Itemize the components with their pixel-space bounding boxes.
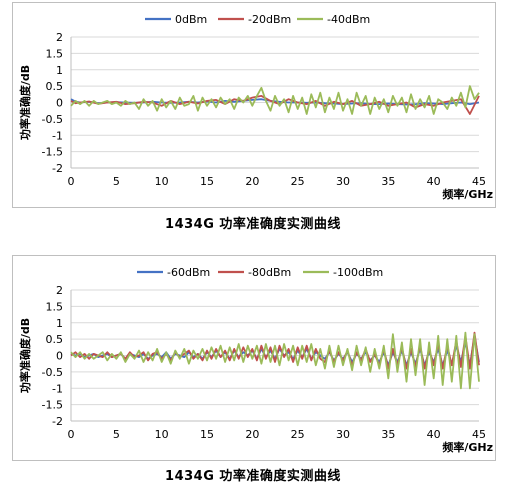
x-tick-label: 0 bbox=[68, 428, 75, 441]
series-line-2 bbox=[70, 331, 480, 370]
x-tick-label: 35 bbox=[381, 175, 395, 188]
x-axis-label: 频率/GHz bbox=[442, 187, 493, 201]
chart-frame-2: 2 1.5 1 0.5 0 -0.5 -1 -1.5 -2 0 5 10 15 20 25 30 35 40 45 频… bbox=[12, 255, 496, 461]
x-tick-label: 40 bbox=[427, 428, 441, 441]
y-tick-label: -1.5 bbox=[42, 146, 63, 159]
y-tick-label: -1 bbox=[52, 382, 63, 395]
y-tick-label: 2 bbox=[56, 31, 63, 44]
x-tick-label: 40 bbox=[427, 175, 441, 188]
chart-svg-2: 2 1.5 1 0.5 0 -0.5 -1 -1.5 -2 0 5 10 15 20 25 30 35 40 45频… bbox=[18, 266, 493, 454]
chart-frame-1: 2 1.5 1 0.5 0 -0.5 -1 -1.5 -2 0 5 10 15 20 25 30 35 40 45 频… bbox=[12, 2, 496, 208]
legend-label-1: 0dBm bbox=[175, 13, 207, 26]
legend-label-3: -40dBm bbox=[327, 13, 370, 26]
x-tick-label: 10 bbox=[155, 428, 169, 441]
y-tick-label: 2 bbox=[56, 284, 63, 297]
x-tick-label: 25 bbox=[291, 175, 305, 188]
y-tick-label: 0.5 bbox=[46, 80, 64, 93]
x-tick-label: 30 bbox=[336, 428, 350, 441]
x-tick-label: 45 bbox=[472, 428, 486, 441]
y-axis-label: 功率准确度/dB bbox=[18, 318, 32, 393]
x-tick-label: 20 bbox=[245, 428, 259, 441]
x-tick-label: 15 bbox=[200, 175, 214, 188]
x-tick-label: 30 bbox=[336, 175, 350, 188]
series-line-3 bbox=[70, 331, 480, 390]
y-axis-label: 功率准确度/dB bbox=[18, 65, 32, 140]
legend-label-1: -60dBm bbox=[167, 266, 210, 279]
y-tick-label: -1 bbox=[52, 129, 63, 142]
x-tick-label: 25 bbox=[291, 428, 305, 441]
legend-label-3: -100dBm bbox=[333, 266, 383, 279]
x-tick-label: 35 bbox=[381, 428, 395, 441]
y-tick-label: 1 bbox=[56, 317, 63, 330]
chart-caption-1: 1434G 功率准确度实测曲线 bbox=[165, 217, 341, 232]
y-tick-label: -0.5 bbox=[42, 113, 63, 126]
y-tick-label: -2 bbox=[52, 162, 63, 175]
x-tick-label: 10 bbox=[155, 175, 169, 188]
x-tick-label: 45 bbox=[472, 175, 486, 188]
y-tick-label: -1.5 bbox=[42, 399, 63, 412]
x-tick-label: 15 bbox=[200, 428, 214, 441]
y-tick-label: 1.5 bbox=[46, 300, 64, 313]
x-tick-label: 5 bbox=[113, 428, 120, 441]
chart-caption-2: 1434G 功率准确度实测曲线 bbox=[165, 469, 341, 484]
legend-label-2: -80dBm bbox=[248, 266, 291, 279]
x-tick-label: 0 bbox=[68, 175, 75, 188]
legend-label-2: -20dBm bbox=[248, 13, 291, 26]
chart-svg-1: 2 1.5 1 0.5 0 -0.5 -1 -1.5 -2 0 5 10 15 20 25 30 35 40 45频… bbox=[18, 13, 493, 201]
x-tick-label: 20 bbox=[245, 175, 259, 188]
y-tick-label: 1 bbox=[56, 64, 63, 77]
x-axis-label: 频率/GHz bbox=[442, 440, 493, 454]
x-tick-label: 5 bbox=[113, 175, 120, 188]
y-tick-label: 1.5 bbox=[46, 47, 64, 60]
y-tick-label: 0 bbox=[56, 350, 63, 363]
y-tick-label: 0 bbox=[56, 97, 63, 110]
series-line-3 bbox=[70, 85, 480, 115]
y-tick-label: 0.5 bbox=[46, 333, 64, 346]
y-tick-label: -0.5 bbox=[42, 366, 63, 379]
y-tick-label: -2 bbox=[52, 415, 63, 428]
